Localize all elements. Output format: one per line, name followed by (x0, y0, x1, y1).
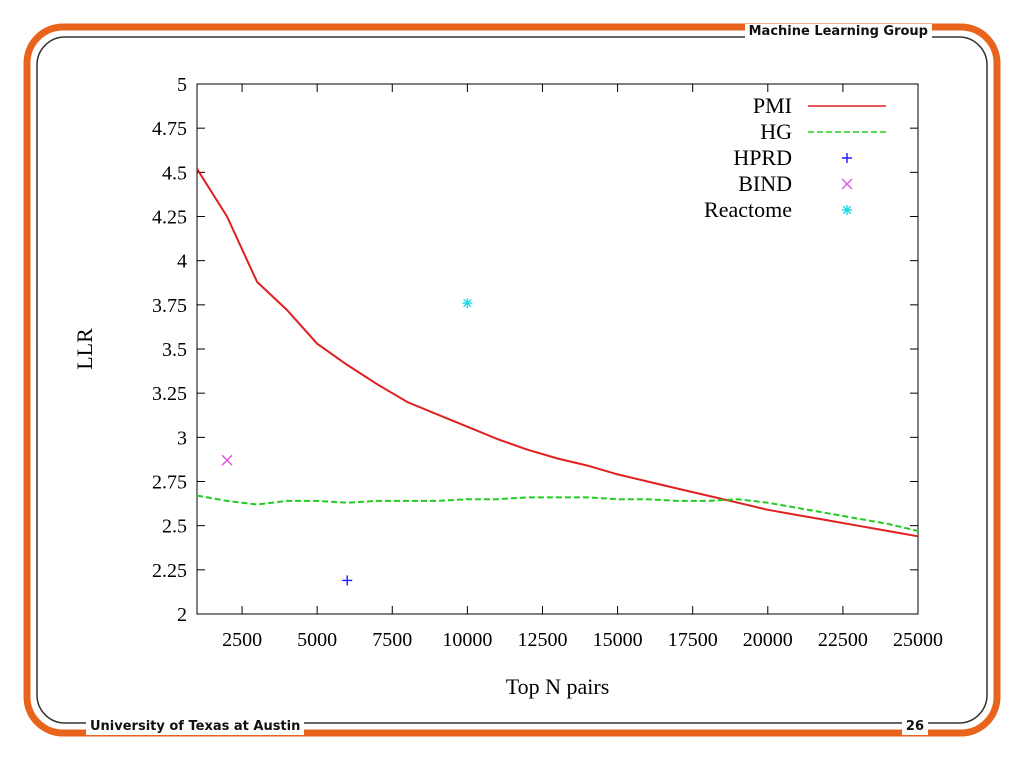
y-tick-label: 3.75 (152, 295, 187, 317)
series-line-pmi (196, 168, 919, 538)
y-tick-label: 2 (177, 604, 187, 626)
legend-label-hprd: HPRD (733, 145, 792, 170)
x-axis-label: Top N pairs (506, 674, 610, 699)
x-tick-label: 17500 (668, 629, 718, 651)
x-tick-label: 5000 (297, 629, 337, 651)
legend-label-pmi: PMI (753, 93, 792, 118)
y-tick-label: 5 (177, 74, 187, 96)
y-tick-label: 4.75 (152, 118, 187, 140)
legend-swatch-bind (841, 178, 853, 190)
y-tick-label: 3 (177, 427, 187, 449)
y-tick-label: 2.75 (152, 472, 187, 494)
header-label: Machine Learning Group (744, 24, 932, 40)
y-tick-label: 3.5 (162, 339, 187, 361)
y-tick-label: 4.25 (152, 207, 187, 229)
point-reactome (462, 298, 473, 309)
x-tick-label: 2500 (222, 629, 262, 651)
y-tick-label: 3.25 (152, 383, 187, 405)
x-tick-label: 25000 (893, 629, 943, 651)
x-tick-label: 7500 (372, 629, 412, 651)
point-hprd (342, 575, 353, 586)
plot-area (196, 83, 919, 615)
x-tick-label: 15000 (593, 629, 643, 651)
footer-label: University of Texas at Austin (86, 719, 305, 735)
x-tick-label: 12500 (517, 629, 567, 651)
legend-swatch-reactome (842, 205, 852, 215)
y-tick-label: 2.5 (162, 516, 187, 538)
x-tick-label: 10000 (442, 629, 492, 651)
y-tick-label: 2.25 (152, 560, 187, 582)
series-line-hg (196, 494, 919, 532)
point-bind (221, 454, 233, 466)
legend-label-bind: BIND (738, 171, 792, 196)
legend-label-reactome: Reactome (704, 197, 792, 222)
frame-inner-border (36, 36, 988, 724)
x-tick-label: 20000 (743, 629, 793, 651)
legend-label-hg: HG (760, 119, 792, 144)
legend-swatch-hprd (842, 153, 852, 163)
page-number: 26 (901, 719, 928, 735)
x-tick-label: 22500 (818, 629, 868, 651)
y-axis-label: LLR (72, 328, 97, 370)
y-tick-label: 4 (177, 251, 187, 273)
y-tick-label: 4.5 (162, 162, 187, 184)
frame-outer-border (23, 23, 1001, 737)
